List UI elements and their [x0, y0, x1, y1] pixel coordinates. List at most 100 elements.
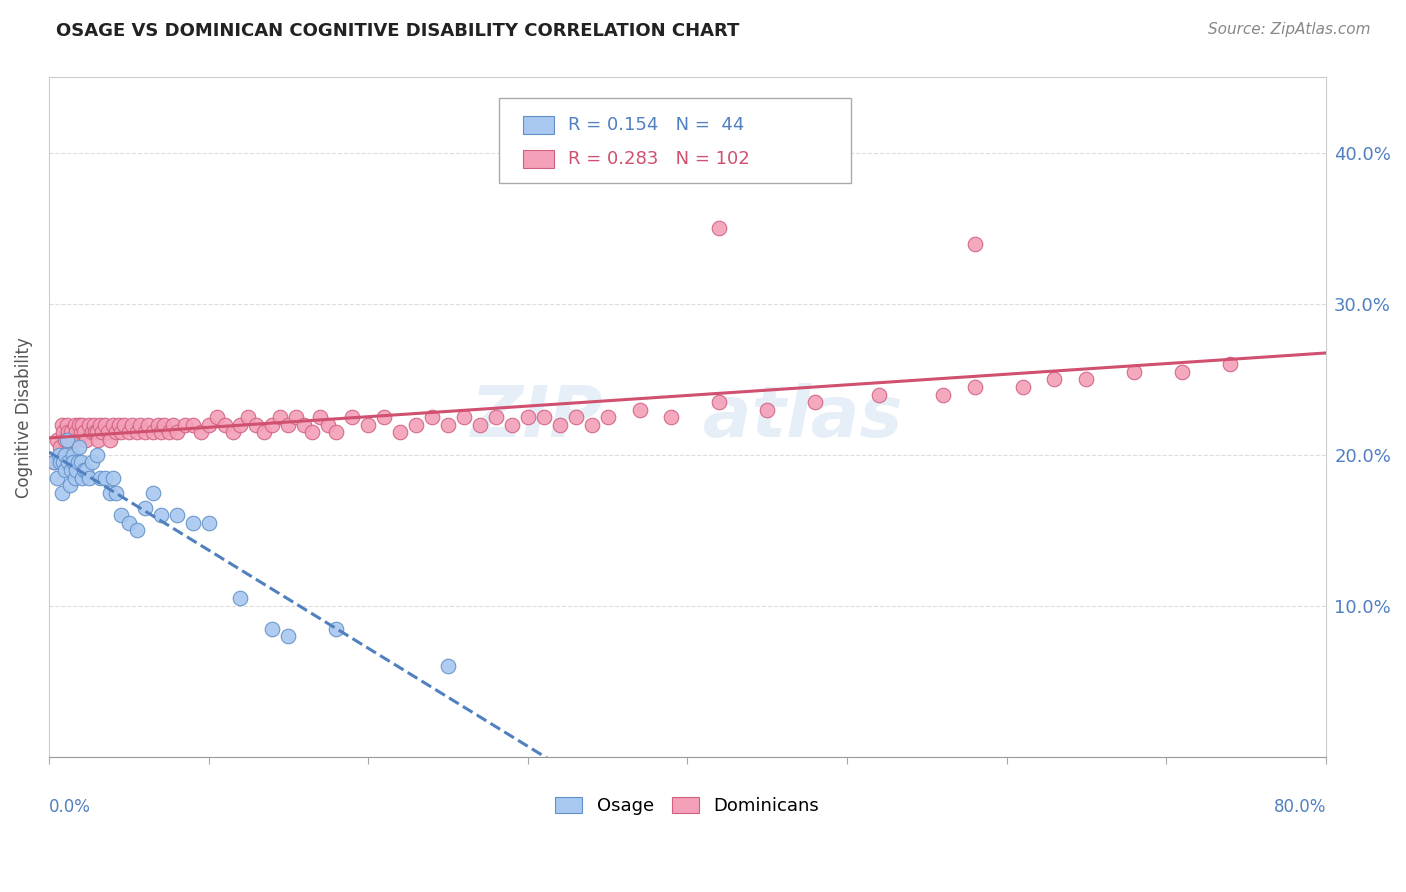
- Point: [80, 455, 103, 469]
- Point: [49, 455, 72, 469]
- Point: [190, 425, 212, 440]
- Legend: Osage, Dominicans: Osage, Dominicans: [548, 790, 827, 822]
- Point: [70, 455, 93, 469]
- Point: [277, 629, 299, 643]
- Text: R = 0.283   N = 102: R = 0.283 N = 102: [568, 150, 749, 168]
- Point: [60, 463, 83, 477]
- Point: [221, 425, 243, 440]
- Point: [162, 417, 184, 432]
- Point: [112, 417, 135, 432]
- Point: [661, 410, 683, 425]
- Point: [125, 425, 148, 440]
- Point: [55, 433, 77, 447]
- Point: [301, 425, 323, 440]
- Point: [56, 425, 79, 440]
- Point: [405, 417, 427, 432]
- Point: [963, 236, 986, 251]
- Point: [146, 417, 169, 432]
- Point: [253, 425, 276, 440]
- Point: [53, 463, 76, 477]
- Point: [709, 221, 731, 235]
- Point: [53, 455, 76, 469]
- Point: [628, 402, 651, 417]
- Point: [453, 410, 475, 425]
- Point: [309, 410, 332, 425]
- Point: [121, 417, 143, 432]
- Point: [149, 508, 172, 523]
- Point: [166, 508, 188, 523]
- Point: [118, 516, 141, 530]
- Point: [214, 417, 236, 432]
- Point: [80, 425, 103, 440]
- Point: [1123, 365, 1146, 379]
- Point: [548, 417, 571, 432]
- Point: [596, 410, 619, 425]
- Point: [87, 433, 110, 447]
- Point: [62, 448, 84, 462]
- Point: [262, 417, 284, 432]
- Point: [62, 455, 84, 469]
- Point: [97, 425, 120, 440]
- Point: [63, 470, 86, 484]
- Point: [101, 470, 124, 484]
- Point: [110, 508, 132, 523]
- Point: [94, 470, 117, 484]
- Point: [238, 410, 260, 425]
- Point: [316, 417, 339, 432]
- Point: [285, 410, 308, 425]
- Point: [65, 463, 87, 477]
- Point: [66, 455, 89, 469]
- Point: [98, 485, 121, 500]
- Point: [709, 395, 731, 409]
- Point: [77, 470, 100, 484]
- Point: [342, 410, 364, 425]
- Point: [77, 417, 100, 432]
- Point: [51, 485, 73, 500]
- Point: [166, 425, 188, 440]
- Point: [134, 425, 156, 440]
- Point: [73, 463, 96, 477]
- Point: [105, 485, 128, 500]
- Point: [129, 417, 152, 432]
- Point: [134, 500, 156, 515]
- Point: [59, 441, 82, 455]
- Point: [75, 463, 97, 477]
- Point: [73, 425, 96, 440]
- Point: [42, 455, 65, 469]
- Point: [65, 425, 87, 440]
- Point: [52, 425, 75, 440]
- Point: [84, 425, 107, 440]
- Point: [89, 470, 111, 484]
- Point: [86, 448, 108, 462]
- Y-axis label: Cognitive Disability: Cognitive Disability: [15, 337, 32, 498]
- Text: R = 0.154   N =  44: R = 0.154 N = 44: [568, 116, 744, 134]
- Point: [357, 417, 380, 432]
- Point: [485, 410, 508, 425]
- Point: [1171, 365, 1194, 379]
- Point: [181, 516, 204, 530]
- Point: [292, 417, 315, 432]
- Point: [86, 425, 108, 440]
- Point: [437, 659, 460, 673]
- Point: [325, 425, 347, 440]
- Point: [229, 417, 252, 432]
- Point: [1043, 372, 1066, 386]
- Point: [229, 591, 252, 606]
- Point: [157, 425, 180, 440]
- Point: [437, 417, 460, 432]
- Point: [56, 455, 79, 469]
- Point: [101, 417, 124, 432]
- Point: [468, 417, 491, 432]
- Point: [142, 425, 165, 440]
- Point: [110, 425, 132, 440]
- Point: [373, 410, 395, 425]
- Point: [868, 387, 890, 401]
- Text: 0.0%: 0.0%: [49, 797, 91, 815]
- Point: [66, 433, 89, 447]
- Point: [197, 516, 219, 530]
- Point: [53, 433, 76, 447]
- Point: [67, 441, 90, 455]
- Point: [142, 485, 165, 500]
- Point: [70, 425, 93, 440]
- Point: [932, 387, 955, 401]
